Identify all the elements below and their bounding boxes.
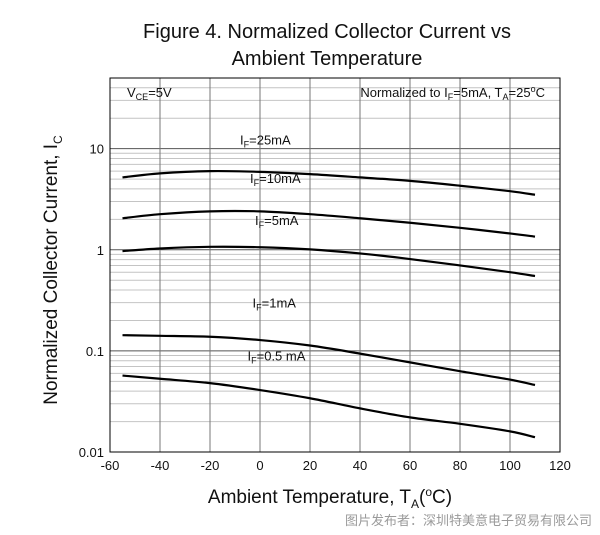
series-label-1: IF=10mA: [250, 171, 301, 188]
y-tick-label: 1: [97, 243, 104, 258]
x-tick-label: 20: [303, 458, 317, 473]
annotation-vce: VCE=5V: [127, 85, 172, 102]
series-lines: [122, 169, 536, 439]
x-tick-label: 100: [499, 458, 521, 473]
x-tick-label: -40: [151, 458, 170, 473]
series-line-0: [122, 169, 536, 196]
x-tick-label: 40: [353, 458, 367, 473]
x-axis-label: Ambient Temperature, TA(oC): [208, 485, 452, 511]
x-tick-label: -20: [201, 458, 220, 473]
series-line-3: [122, 334, 536, 387]
x-tick-label: 0: [256, 458, 263, 473]
series-label-0: IF=25mA: [240, 132, 291, 149]
x-tick-label: 60: [403, 458, 417, 473]
chart-title-line-2: Ambient Temperature: [232, 48, 423, 70]
watermark: 图片发布者：深圳特美意电子贸易有限公司: [344, 514, 592, 529]
series-line-1: [122, 209, 536, 238]
y-tick-label: 10: [90, 142, 104, 157]
y-tick-label: 0.01: [79, 445, 104, 460]
plot-frame: [109, 77, 561, 453]
series-line-4: [122, 374, 536, 439]
annotation-normalized: Normalized to IF=5mA, TA=25oC: [360, 84, 545, 102]
x-tick-label: -60: [101, 458, 120, 473]
series-line-2: [122, 245, 536, 278]
series-label-4: IF=0.5 mA: [248, 349, 306, 366]
series-label-3: IF=1mA: [253, 295, 297, 312]
y-tick-label: 0.1: [86, 344, 104, 359]
series-label-2: IF=5mA: [255, 213, 299, 230]
grid: [110, 78, 560, 452]
chart-title-line-1: Figure 4. Normalized Collector Current v…: [143, 21, 511, 43]
x-tick-label: 120: [549, 458, 571, 473]
axis-ticks: -60 -40 -20 0 20 40 60 80 100 120 0.01 0.1 1 10: [79, 142, 571, 473]
series-labels: IF=25mA IF=10mA IF=5mA IF=1mA IF=0.5 mA: [240, 132, 306, 365]
y-axis-label: Normalized Collector Current, IC: [41, 135, 65, 405]
x-tick-label: 80: [453, 458, 467, 473]
